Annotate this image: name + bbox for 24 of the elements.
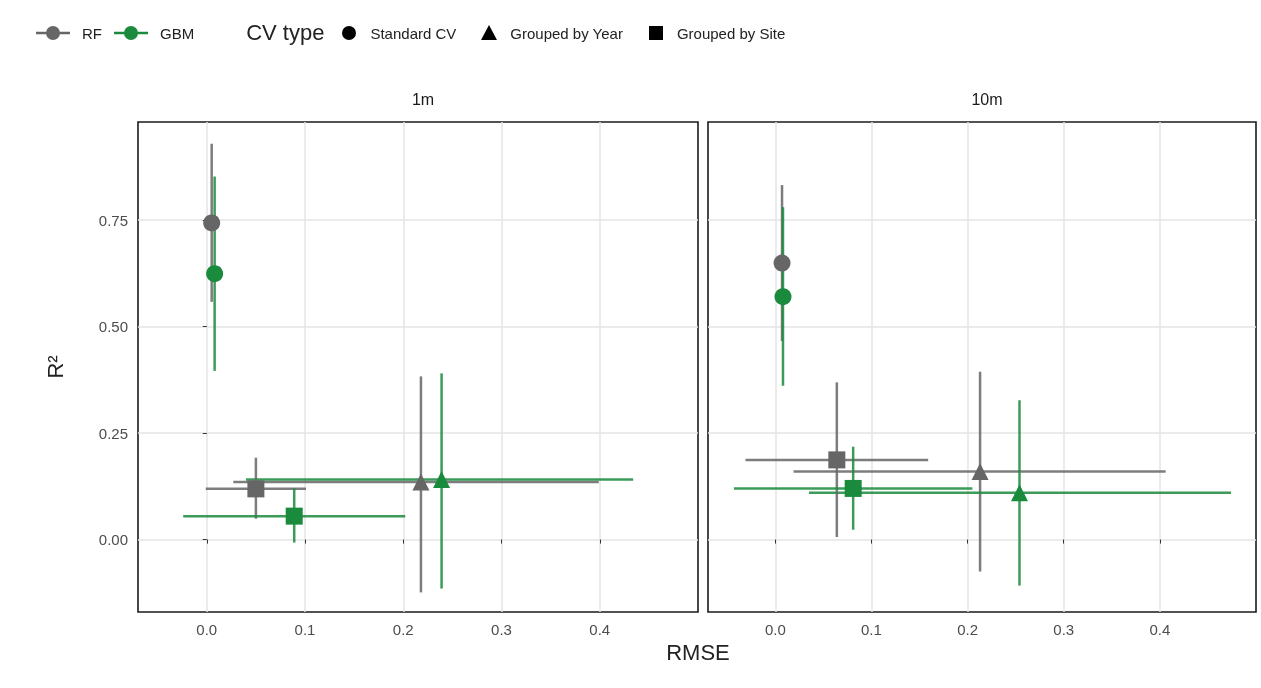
legend-label: RF — [82, 24, 102, 42]
x-tick-label: 0.1 — [294, 621, 316, 638]
x-tick-label: 0.0 — [196, 621, 218, 638]
x-tick-label: 0.4 — [1149, 621, 1171, 638]
x-tick-label: 0.3 — [1053, 621, 1075, 638]
x-tick-label: 0.3 — [491, 621, 512, 638]
y-tick-label: 0.00 — [98, 531, 128, 549]
legend-label: GBM — [160, 24, 195, 42]
text: Standard CV — [370, 24, 457, 42]
x-tick-label: 0.4 — [589, 621, 611, 638]
x-tick-label: 0.0 — [764, 621, 786, 638]
chart-title: 1m — [411, 90, 435, 108]
chart-title: 10m — [971, 90, 1003, 108]
legend-title: CV type — [246, 20, 325, 46]
y-tick-label: 0.75 — [98, 211, 128, 229]
x-axis-title: RMSE — [665, 640, 731, 666]
x-tick-label: 0.2 — [392, 621, 414, 638]
x-tick-label: 0.1 — [861, 621, 882, 638]
x-tick-label: 0.2 — [957, 621, 979, 638]
y-axis-title: R² — [42, 355, 68, 379]
text: Grouped by Site — [676, 24, 786, 42]
text: Grouped by Year — [510, 24, 623, 42]
y-tick-label: 0.25 — [98, 424, 128, 442]
y-tick-label: 0.50 — [98, 318, 128, 336]
